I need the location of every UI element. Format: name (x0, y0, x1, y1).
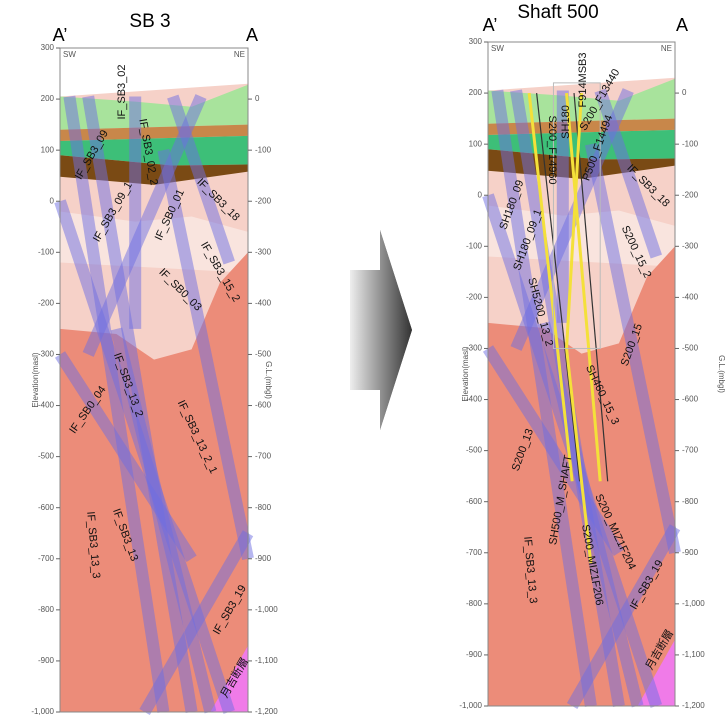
y-tick-label: 100 (469, 139, 483, 148)
y-tick-label: -1,000 (31, 707, 54, 716)
y2-tick-label: -300 (255, 247, 272, 256)
direction-label: NE (661, 44, 672, 53)
direction-label: SW (491, 44, 504, 53)
y2-tick-label: -500 (682, 344, 699, 353)
y-tick-label: -400 (38, 401, 55, 410)
section-end-label: A’ (483, 15, 498, 35)
y-tick-label: -100 (466, 241, 483, 250)
y2-tick-label: -400 (682, 292, 699, 301)
y-tick-label: 300 (41, 43, 55, 52)
y2-tick-label: -300 (682, 241, 699, 250)
y-tick-label: -200 (466, 292, 483, 301)
y2-tick-label: -100 (255, 145, 272, 154)
cross-section-panel: SB 3 A’ A SW NE Elevation(masl) G.L.(mbgl) 300 2… (31, 11, 278, 716)
y2-tick-label: -200 (682, 190, 699, 199)
y2-tick-label: -500 (255, 350, 272, 359)
y-tick-label: 300 (469, 37, 483, 46)
y2-tick-label: -1,200 (255, 707, 278, 716)
y-tick-label: -100 (38, 247, 55, 256)
fault-label: S200_F14960 (546, 115, 558, 184)
fault-label: IF_SB3_02 (116, 64, 128, 119)
y-tick-label: -300 (466, 344, 483, 353)
section-end-label: A (246, 25, 258, 45)
y-tick-label: -900 (466, 650, 483, 659)
y2-tick-label: -400 (255, 298, 272, 307)
section-end-label: A (676, 15, 688, 35)
y2-tick-label: -200 (255, 196, 272, 205)
y2-tick-label: -900 (255, 554, 272, 563)
direction-label: SW (63, 50, 76, 59)
cross-section-panel: Shaft 500 A’ A SW NE Elevation(masl) G.L.(mbgl… (459, 2, 726, 710)
y2-tick-label: -800 (255, 503, 272, 512)
axis-title: Elevation(masl) (31, 352, 40, 407)
y2-tick-label: -600 (682, 395, 699, 404)
panel-title: SB 3 (129, 11, 170, 32)
y2-tick-label: -1,100 (682, 650, 705, 659)
y-tick-label: -500 (466, 446, 483, 455)
axis-title: G.L.(mbgl) (717, 355, 726, 393)
y-tick-label: -700 (38, 554, 55, 563)
y-tick-label: -800 (38, 605, 55, 614)
y-tick-label: -600 (38, 503, 55, 512)
y-tick-label: 100 (41, 145, 55, 154)
y2-tick-label: 0 (682, 88, 687, 97)
y-tick-label: -200 (38, 298, 55, 307)
y2-tick-label: -1,000 (682, 599, 705, 608)
y-tick-label: -800 (466, 599, 483, 608)
y2-tick-label: -900 (682, 548, 699, 557)
y-tick-label: 0 (478, 190, 483, 199)
y2-tick-label: -1,200 (682, 701, 705, 710)
y2-tick-label: -600 (255, 401, 272, 410)
panel-title: Shaft 500 (517, 2, 598, 23)
y2-tick-label: -800 (682, 497, 699, 506)
cross-section-figure: SB 3 A’ A SW NE Elevation(masl) G.L.(mbgl) 300 2… (0, 0, 726, 717)
y-tick-label: -400 (466, 395, 483, 404)
section-end-label: A’ (53, 25, 68, 45)
y2-tick-label: -700 (255, 452, 272, 461)
y-tick-label: -500 (38, 452, 55, 461)
fault-label: F914MSB3 (577, 52, 589, 107)
y2-tick-label: -1,100 (255, 656, 278, 665)
y2-tick-label: -700 (682, 446, 699, 455)
y-tick-label: -900 (38, 656, 55, 665)
y-tick-label: -1,000 (459, 701, 482, 710)
y2-tick-label: -100 (682, 139, 699, 148)
axis-title: Elevation(masl) (461, 346, 470, 401)
arrow-shade (350, 230, 412, 430)
axis-title: G.L.(mbgl) (264, 361, 273, 399)
y-tick-label: -700 (466, 548, 483, 557)
y-tick-label: 200 (469, 88, 483, 97)
y-tick-label: 200 (41, 94, 55, 103)
y-tick-label: 0 (50, 196, 55, 205)
y2-tick-label: -1,000 (255, 605, 278, 614)
y2-tick-label: 0 (255, 94, 260, 103)
fault-label: SH180 (560, 105, 572, 139)
y-tick-label: -300 (38, 350, 55, 359)
y-tick-label: -600 (466, 497, 483, 506)
direction-label: NE (234, 50, 245, 59)
